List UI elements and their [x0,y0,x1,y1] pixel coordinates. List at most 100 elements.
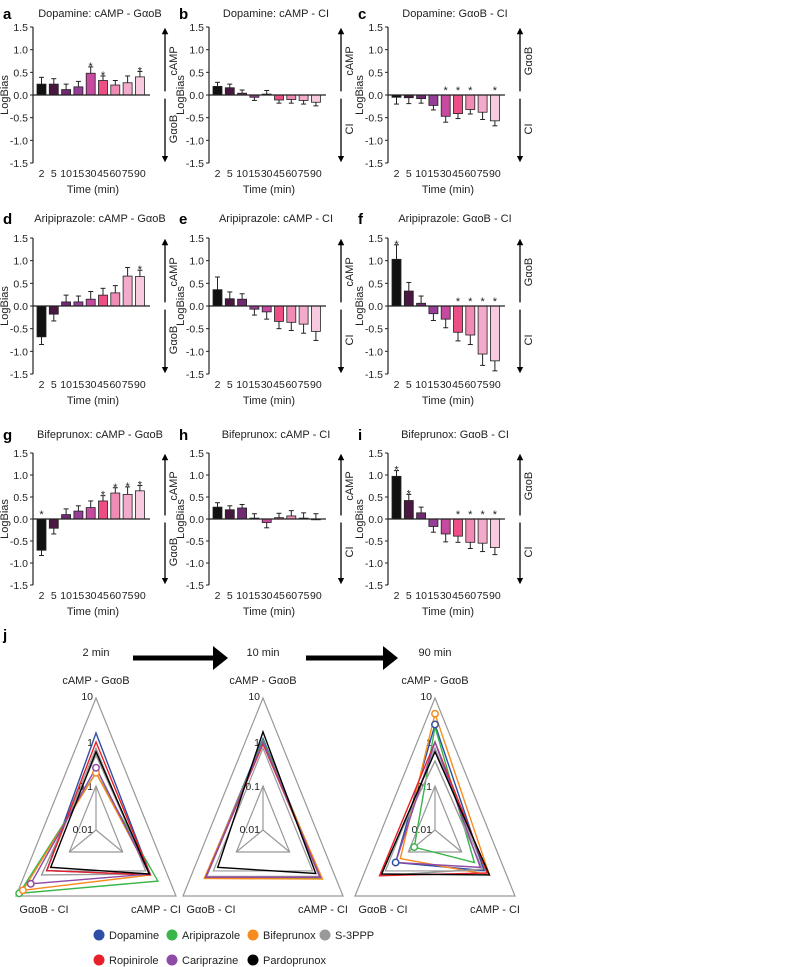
x-axis-label: Time (min) [67,395,119,407]
x-tick-label: 30 [440,379,452,391]
significance-star: * [468,85,473,97]
bar-chart-c: c Dopamine: GαoB - CI 1.5 1.0 0.5 0.0 -0.5 -1.0… [354,6,535,196]
x-tick-label: 45 [97,590,109,602]
significance-star: * [456,296,461,308]
bar [36,83,47,96]
chart-title: Dopamine: cAMP - GαoB [38,8,162,20]
up-direction-label: cAMP [344,257,356,286]
significance-star: * [444,85,449,97]
radar-marker [18,886,27,895]
bar [224,298,235,307]
x-tick-label: 5 [227,379,233,391]
x-tick-label: 30 [85,590,97,602]
bar [261,305,272,313]
x-tick-label: 90 [489,379,501,391]
chart-title: Dopamine: cAMP - CI [223,8,329,20]
down-direction-label: CI [344,547,356,558]
x-tick-label: 10 [236,168,248,180]
radar-marker [26,879,35,888]
bar [428,518,439,527]
y-tick-label: -0.5 [186,113,204,125]
significance-star: * [394,465,399,477]
y-tick-label: -1.0 [365,135,383,147]
x-tick-label: 2 [215,590,221,602]
bar [489,94,500,122]
bar [48,305,59,315]
y-tick-label: -0.5 [186,324,204,336]
radar-tick-label: 10 [420,691,432,703]
radar-tick-label: 0.01 [73,824,94,836]
bar [440,305,451,320]
x-tick-label: 60 [464,590,476,602]
radar-spoke [434,829,463,853]
x-tick-label: 90 [134,590,146,602]
legend-label: Pardoprunox [263,955,326,967]
x-tick-label: 60 [285,168,297,180]
y-axis-label: LogBias [175,499,187,539]
radar-spoke [235,829,264,853]
bar-chart-e: e Aripiprazole: cAMP - CI 1.5 1.0 0.5 0.0 -0.5… [175,211,356,407]
x-tick-label: 90 [134,168,146,180]
radar-grid [235,784,291,853]
x-axis-label: Time (min) [422,395,474,407]
y-tick-label: 1.5 [13,22,28,34]
x-tick-label: 2 [39,168,45,180]
y-tick-label: 0.5 [189,492,204,504]
x-tick-label: 45 [273,168,285,180]
legend-label: Cariprazine [182,955,238,967]
x-tick-label: 75 [298,379,310,391]
x-tick-label: 10 [236,590,248,602]
panel-letter: f [358,211,364,228]
y-tick-label: 1.5 [368,448,383,460]
y-axis-label: LogBias [175,286,187,326]
y-tick-label: 0.5 [368,492,383,504]
bar [298,94,309,101]
x-axis-label: Time (min) [67,184,119,196]
y-tick-label: -1.0 [10,558,28,570]
bar [453,94,463,114]
y-tick-label: 1.0 [189,256,204,268]
y-tick-label: -1.5 [365,369,383,381]
bar [98,294,108,307]
y-tick-label: 1.5 [189,233,204,245]
x-tick-label: 75 [122,168,134,180]
x-tick-label: 5 [51,379,57,391]
x-tick-label: 2 [39,590,45,602]
y-tick-label: 0.5 [189,67,204,79]
legend-swatch [247,929,259,941]
bar [85,72,96,96]
radar-tick-label: 10 [81,691,93,703]
significance-star: * [468,509,473,521]
y-tick-label: 1.5 [189,448,204,460]
x-axis-label: Time (min) [67,606,119,618]
y-tick-label: -1.0 [10,135,28,147]
y-tick-label: 0.0 [13,514,28,526]
radar-marker [431,720,439,729]
panel-letter: b [179,6,188,23]
down-direction-label: CI [523,335,535,346]
bar [212,85,223,96]
x-tick-label: 30 [261,379,273,391]
bar [85,507,96,520]
x-tick-label: 60 [109,590,121,602]
radar-axis-label-left: GαoB - CI [358,904,407,916]
panel-letter: g [3,427,12,444]
bar-chart-h: h Bifeprunox: cAMP - CI 1.5 1.0 0.5 0.0 -0.5 -1… [175,427,356,618]
y-tick-label: 1.5 [13,233,28,245]
significance-star: * [493,296,498,308]
x-tick-label: 30 [440,590,452,602]
bar [391,258,402,307]
x-tick-label: 45 [452,379,464,391]
panel-letter: h [179,427,188,444]
significance-star: * [101,490,106,502]
x-tick-label: 5 [406,379,412,391]
significance-star: * [138,65,143,77]
y-axis-label: LogBias [0,286,11,326]
y-tick-label: -1.0 [365,346,383,358]
arrow-head-icon [213,646,228,670]
x-tick-label: 75 [477,168,489,180]
bar [134,490,145,520]
x-tick-label: 30 [440,168,452,180]
x-tick-label: 75 [298,590,310,602]
x-axis-label: Time (min) [422,606,474,618]
